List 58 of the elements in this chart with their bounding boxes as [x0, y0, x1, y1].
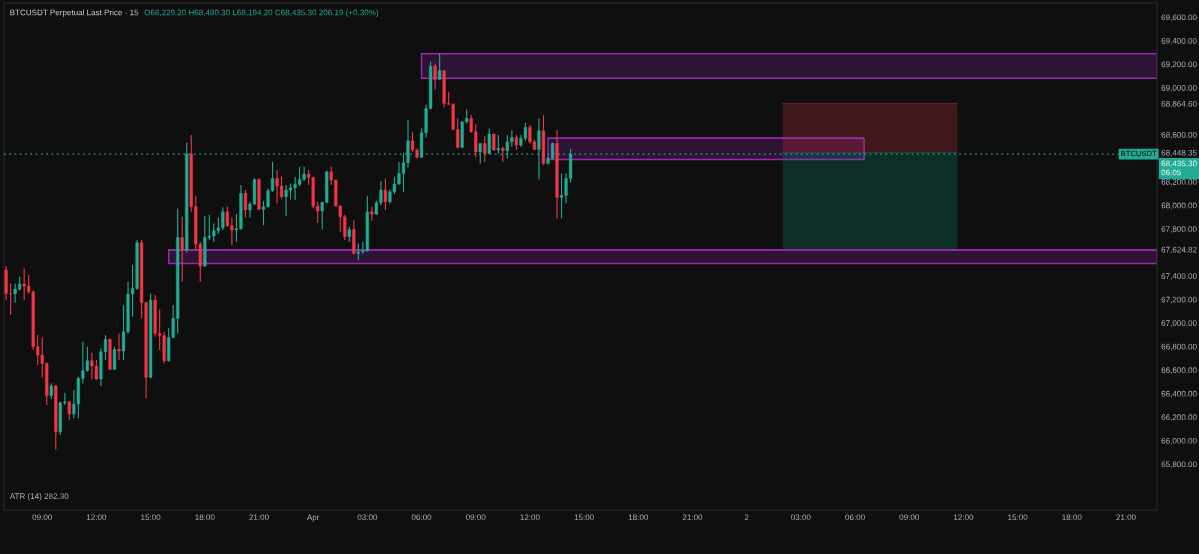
y-tick-label: 68,864.60: [1161, 100, 1197, 108]
y-tick-label: 66,000.00: [1161, 437, 1197, 445]
candlestick: [559, 172, 564, 219]
y-tick-label: 69,000.00: [1161, 84, 1197, 92]
y-tick-label: 66,400.00: [1161, 390, 1197, 398]
y-tick-label: 67,200.00: [1161, 296, 1197, 304]
x-tick-label: 15:00: [574, 514, 594, 521]
y-tick-label: 69,400.00: [1161, 37, 1197, 45]
y-tick-label: 67,624.82: [1161, 246, 1197, 254]
candlestick: [370, 206, 374, 222]
x-tick-label: 2: [744, 514, 749, 520]
candlestick: [243, 189, 248, 219]
x-tick-label: 09:00: [32, 514, 52, 521]
x-tick-label: 21:00: [249, 514, 269, 521]
x-tick-label: 06:00: [411, 514, 432, 521]
x-tick-label: 18:00: [195, 514, 215, 521]
x-tick-label: 15:00: [1008, 514, 1028, 521]
candlestick: [383, 177, 388, 211]
candlestick: [483, 135, 487, 163]
y-tick-label: 65,800.00: [1161, 461, 1197, 469]
y-tick-label: 66,200.00: [1161, 414, 1197, 422]
y-tick-label: 66,800.00: [1161, 343, 1197, 351]
text: BTCUSDT Perpetual Last Price · 15: [10, 9, 139, 17]
candlestick: [279, 176, 284, 199]
candlestick: [117, 332, 121, 361]
x-tick-label: 12:00: [520, 514, 540, 521]
y-tick-label: 67,800.00: [1161, 226, 1197, 233]
y-tick-label: 68,000.00: [1161, 202, 1197, 210]
candlestick: [433, 62, 437, 91]
candlestick: [438, 52, 442, 81]
candlestick: [180, 216, 184, 283]
text: O68,229.20 H68,480.30 L68,194.20 C68,435.30 206.19 (+0.30%): [144, 9, 379, 17]
y-tick-label: 68,600.00: [1161, 132, 1197, 139]
y-tick-label: 67,000.00: [1161, 320, 1197, 327]
y-tick-label: 68,448.35: [1161, 149, 1197, 157]
x-tick-label: 06:00: [845, 514, 865, 521]
candlestick: [352, 219, 356, 255]
x-tick-label: 03:00: [791, 514, 811, 521]
candlestick: [496, 134, 500, 155]
x-tick-label: 18:00: [628, 514, 649, 521]
candlestick: [90, 352, 94, 380]
x-tick-label: 21:00: [682, 514, 703, 521]
x-tick-label: 12:00: [953, 514, 974, 521]
x-tick-label: 21:00: [1116, 514, 1136, 521]
y-tick-label: 68,200.00: [1161, 179, 1197, 186]
x-tick-label: 09:00: [899, 514, 920, 521]
x-tick-label: 03:00: [357, 514, 378, 521]
ref-line-label: 68,435.30 06:05: [1161, 160, 1197, 176]
y-tick-label: 66,600.00: [1161, 367, 1197, 374]
x-tick-label: 15:00: [141, 514, 161, 521]
x-tick-label: 09:00: [465, 514, 486, 521]
x-tick-label: 12:00: [86, 514, 107, 521]
annotation: ATR (14) 282.30: [9, 493, 69, 501]
x-tick-label: 18:00: [1062, 514, 1082, 521]
x-tick-label: Apr: [306, 514, 320, 522]
y-tick-label: 67,400.00: [1161, 273, 1197, 280]
y-tick-label: 69,200.00: [1161, 61, 1197, 69]
y-tick-label: 69,600.00: [1161, 14, 1197, 22]
